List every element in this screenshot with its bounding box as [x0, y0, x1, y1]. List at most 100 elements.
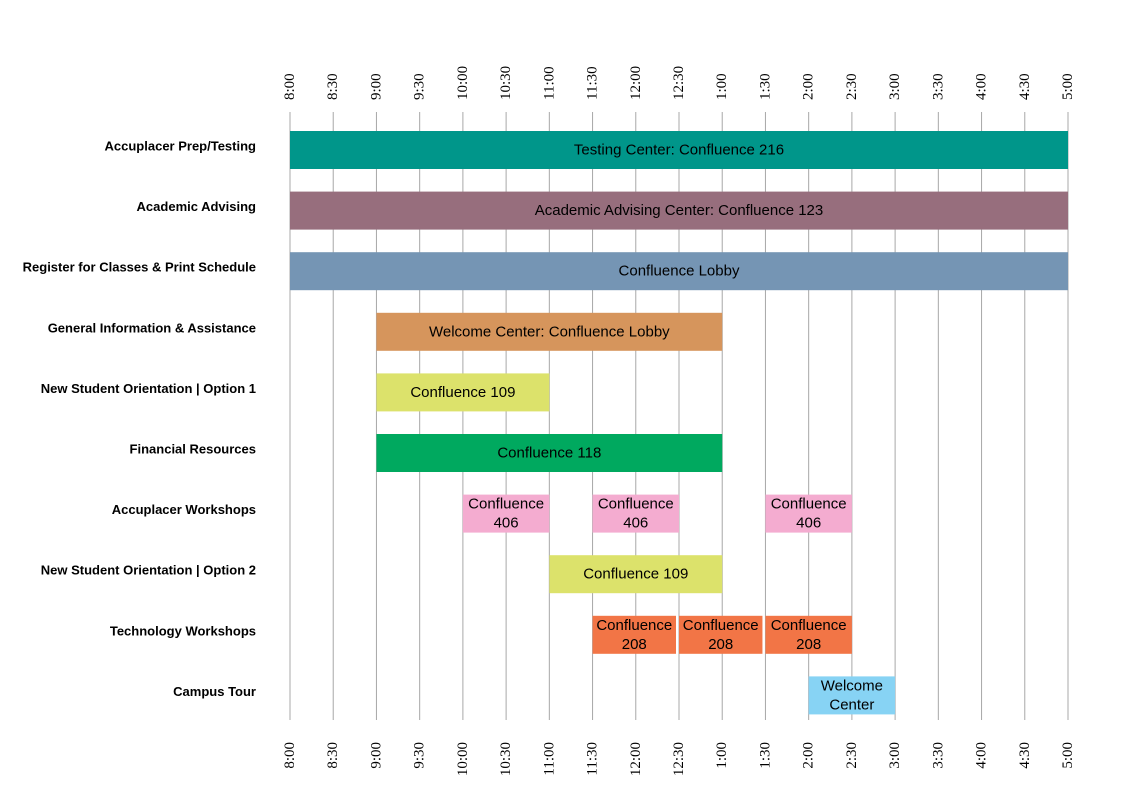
- bar-label: 406: [623, 515, 648, 532]
- tick-label-top: 10:00: [455, 66, 471, 100]
- bar-rect: [376, 373, 550, 412]
- tick-label-top: 4:30: [1017, 73, 1033, 100]
- bar-label: Confluence 118: [497, 445, 601, 462]
- bar-label: Confluence: [468, 496, 544, 513]
- tick-label-top: 1:00: [714, 73, 730, 100]
- bar: Confluence 406: [462, 494, 550, 533]
- tick-label-top: 2:30: [844, 73, 860, 100]
- bar: Confluence 208: [592, 615, 676, 654]
- bar-label: 208: [708, 636, 733, 653]
- bar: Confluence 406: [765, 494, 852, 533]
- row-label: Accuplacer Workshops: [112, 502, 256, 517]
- bar: Confluence 208: [765, 615, 852, 654]
- tick-label-bottom: 12:30: [671, 742, 687, 776]
- bar: Confluence Lobby: [290, 252, 1068, 291]
- tick-label-bottom: 9:00: [368, 742, 384, 769]
- bar-label: 406: [796, 515, 821, 532]
- tick-label-top: 1:30: [757, 73, 773, 100]
- bar-label: Confluence: [771, 496, 847, 513]
- row-label: Technology Workshops: [110, 623, 256, 638]
- tick-label-top: 3:00: [887, 73, 903, 100]
- tick-label-bottom: 9:30: [412, 742, 428, 769]
- tick-label-bottom: 8:30: [325, 742, 341, 769]
- tick-label-top: 3:30: [930, 73, 946, 100]
- bar-rect: [290, 131, 1068, 169]
- row-label: General Information & Assistance: [48, 320, 256, 335]
- bar-label: Confluence 109: [583, 566, 688, 583]
- bar: Confluence 406: [592, 494, 679, 533]
- bars-layer: Testing Center: Confluence 216 Academic A…: [290, 131, 1068, 715]
- bar-rect: [765, 494, 852, 533]
- tick-label-bottom: 3:00: [887, 742, 903, 769]
- bar: Confluence 109: [376, 373, 550, 412]
- bar-rect: [592, 615, 676, 654]
- tick-label-top: 11:00: [541, 66, 557, 100]
- bar-label: Confluence 109: [410, 384, 515, 401]
- row-label: Academic Advising: [137, 199, 257, 214]
- tick-label-bottom: 4:00: [974, 742, 990, 769]
- bar-rect: [592, 494, 679, 533]
- bar-rect: [376, 434, 723, 472]
- tick-label-top: 9:30: [412, 73, 428, 100]
- tick-label-bottom: 12:00: [628, 742, 644, 776]
- bar-label: Center: [829, 696, 874, 713]
- tick-label-top: 8:30: [325, 73, 341, 100]
- bar-label: Academic Advising Center: Confluence 123: [535, 202, 824, 219]
- bar-label: Welcome: [821, 677, 883, 694]
- tick-label-top: 8:00: [282, 73, 298, 100]
- bar-rect: [549, 555, 723, 594]
- tick-label-bottom: 2:00: [801, 742, 817, 769]
- tick-label-bottom: 11:00: [541, 742, 557, 776]
- tick-label-top: 12:30: [671, 66, 687, 100]
- bar-label: Confluence Lobby: [619, 263, 740, 280]
- tick-label-bottom: 1:00: [714, 742, 730, 769]
- bar-label: Confluence: [596, 617, 672, 634]
- bar-label: 208: [796, 636, 821, 653]
- bottom-time-axis: 8:00 8:30 9:00 9:30 10:00 10:30 11:00 11:30 12:0…: [282, 742, 1076, 776]
- bar: Confluence 109: [549, 555, 723, 594]
- row-label: Accuplacer Prep/Testing: [105, 139, 257, 154]
- bar: Welcome Center: [808, 676, 896, 715]
- bar-rect: [376, 312, 723, 351]
- bar: Testing Center: Confluence 216: [290, 131, 1068, 169]
- bar-rect: [290, 191, 1068, 230]
- bar-label: Testing Center: Confluence 216: [574, 142, 784, 159]
- bar-label: 208: [622, 636, 647, 653]
- tick-label-bottom: 4:30: [1017, 742, 1033, 769]
- tick-label-bottom: 5:00: [1060, 742, 1076, 769]
- row-label: Financial Resources: [130, 442, 256, 457]
- tick-label-top: 12:00: [628, 66, 644, 100]
- bar: Welcome Center: Confluence Lobby: [376, 312, 723, 351]
- bar-rect: [679, 615, 763, 654]
- tick-label-top: 4:00: [974, 73, 990, 100]
- tick-label-top: 11:30: [585, 66, 601, 100]
- bar-rect: [765, 615, 852, 654]
- bar-label: Confluence: [771, 617, 847, 634]
- tick-label-bottom: 1:30: [757, 742, 773, 769]
- bar: Academic Advising Center: Confluence 123: [290, 191, 1068, 230]
- tick-label-top: 5:00: [1060, 73, 1076, 100]
- tick-label-bottom: 2:30: [844, 742, 860, 769]
- row-label: Campus Tour: [173, 684, 256, 699]
- bar-rect: [462, 494, 550, 533]
- row-labels: Accuplacer Prep/Testing Academic Advising…: [23, 139, 256, 699]
- tick-label-bottom: 10:30: [498, 742, 514, 776]
- bar: Confluence 118: [376, 434, 723, 472]
- tick-label-top: 9:00: [368, 73, 384, 100]
- bar-label: 406: [494, 515, 519, 532]
- tick-label-bottom: 11:30: [585, 742, 601, 776]
- tick-label-bottom: 3:30: [930, 742, 946, 769]
- tick-label-bottom: 8:00: [282, 742, 298, 769]
- row-label: Register for Classes & Print Schedule: [23, 260, 256, 275]
- bar-rect: [808, 676, 896, 715]
- top-time-axis: 8:00 8:30 9:00 9:30 10:00 10:30 11:00 11:30 12:0…: [282, 66, 1076, 100]
- bar-rect: [290, 252, 1068, 291]
- row-label: New Student Orientation | Option 2: [41, 563, 256, 578]
- bar: Confluence 208: [679, 615, 763, 654]
- tick-label-bottom: 10:00: [455, 742, 471, 776]
- bar-label: Confluence: [598, 496, 674, 513]
- tick-label-top: 10:30: [498, 66, 514, 100]
- tick-label-top: 2:00: [801, 73, 817, 100]
- row-label: New Student Orientation | Option 1: [41, 381, 256, 396]
